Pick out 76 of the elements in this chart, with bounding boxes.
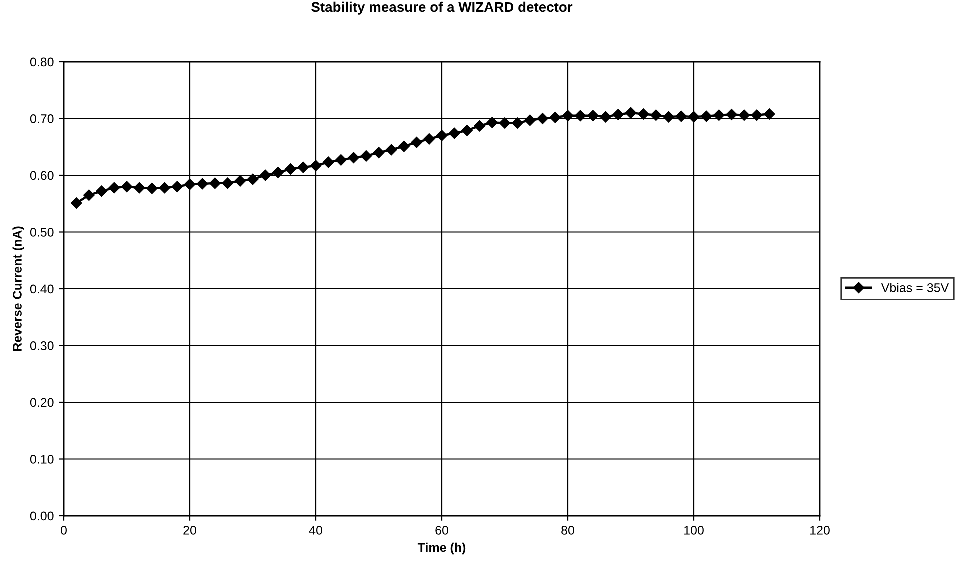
x-axis-title: Time (h) <box>418 542 466 555</box>
point <box>424 134 436 145</box>
point <box>638 108 650 120</box>
point <box>486 117 498 128</box>
point <box>234 176 246 187</box>
point <box>499 118 511 129</box>
point <box>184 178 196 190</box>
point <box>537 113 548 124</box>
chart-title: Stability measure of a WIZARD detector <box>312 2 573 15</box>
y-axis-title: Reverse Current (nA) <box>12 226 24 352</box>
y-tick-label: 0.80 <box>30 58 54 67</box>
point <box>134 182 146 194</box>
point <box>448 128 460 140</box>
point <box>764 108 776 120</box>
point <box>726 109 738 120</box>
y-tick-label: 0.40 <box>30 284 54 294</box>
point <box>196 178 208 190</box>
point <box>247 174 259 186</box>
point <box>70 198 82 209</box>
x-tick-label: 60 <box>436 526 448 535</box>
point <box>373 147 385 158</box>
point <box>714 110 725 121</box>
point <box>96 186 108 197</box>
point <box>398 140 410 152</box>
point <box>512 118 524 129</box>
point <box>146 182 158 194</box>
point <box>285 164 296 175</box>
point <box>222 178 234 190</box>
y-tick-label: 0.50 <box>30 228 54 237</box>
point <box>411 136 422 148</box>
x-tick-label: 20 <box>184 526 196 535</box>
point <box>588 110 599 122</box>
y-tick-label: 0.00 <box>30 512 54 521</box>
y-tick-label: 0.30 <box>30 342 54 350</box>
point <box>84 190 95 201</box>
point <box>650 110 662 121</box>
point <box>172 181 184 192</box>
x-tick-label: 40 <box>309 526 322 535</box>
point <box>310 160 322 172</box>
point <box>738 110 750 121</box>
point <box>612 109 624 120</box>
point <box>322 156 334 168</box>
x-tick-label: 100 <box>684 526 704 535</box>
point <box>272 167 284 178</box>
point <box>121 181 133 192</box>
point <box>159 182 170 194</box>
point <box>676 110 688 122</box>
y-tick-label: 0.60 <box>30 171 54 180</box>
x-tick-label: 80 <box>562 526 574 535</box>
point <box>562 110 574 122</box>
x-tick-label: 0 <box>61 526 67 535</box>
y-tick-label: 0.10 <box>30 455 54 464</box>
point <box>663 111 674 123</box>
y-tick-label: 0.70 <box>30 114 54 124</box>
x-tick-label: 120 <box>810 526 830 535</box>
point <box>386 144 398 156</box>
point <box>625 107 637 119</box>
point <box>348 152 360 164</box>
point <box>600 111 612 123</box>
point <box>108 182 120 194</box>
point <box>751 110 763 121</box>
point <box>436 130 448 142</box>
point <box>524 114 536 126</box>
point <box>360 150 372 162</box>
point <box>474 120 486 132</box>
point <box>688 111 700 123</box>
y-tick-label: 0.20 <box>30 398 54 408</box>
point <box>462 125 473 136</box>
point <box>550 112 562 124</box>
legend-label: Vbias = 35V <box>881 283 950 292</box>
point <box>336 154 347 166</box>
point <box>574 110 586 122</box>
point <box>298 162 310 174</box>
point <box>210 178 221 190</box>
point <box>700 110 712 122</box>
point <box>260 170 272 182</box>
